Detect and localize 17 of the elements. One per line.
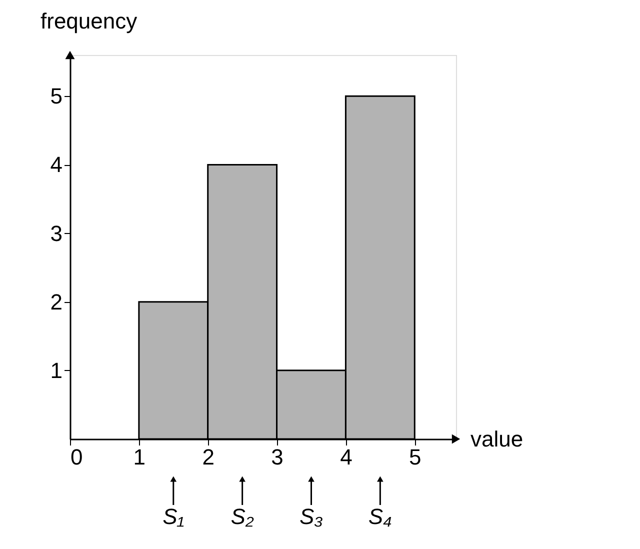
x-tick-label: 0: [70, 444, 83, 470]
x-tick-label: 2: [202, 444, 214, 470]
text: S₁: [162, 504, 184, 529]
y-axis-title: frequency: [40, 8, 138, 34]
x-tick-label: 3: [271, 444, 284, 470]
x-tick-label: 4: [340, 444, 352, 470]
x-tick-label: 1: [133, 444, 146, 470]
y-tick-label: 2: [50, 289, 62, 314]
text: S₃: [300, 504, 324, 529]
x-axis-title: value: [470, 426, 524, 452]
y-tick-label: 1: [50, 358, 62, 383]
y-tick-label: 3: [50, 220, 62, 246]
y-tick-label: 4: [50, 152, 62, 178]
x-tick-label: 5: [409, 444, 422, 470]
text: S₂: [230, 504, 254, 529]
y-tick-label: 5: [50, 84, 62, 109]
text: S₄: [368, 504, 392, 529]
